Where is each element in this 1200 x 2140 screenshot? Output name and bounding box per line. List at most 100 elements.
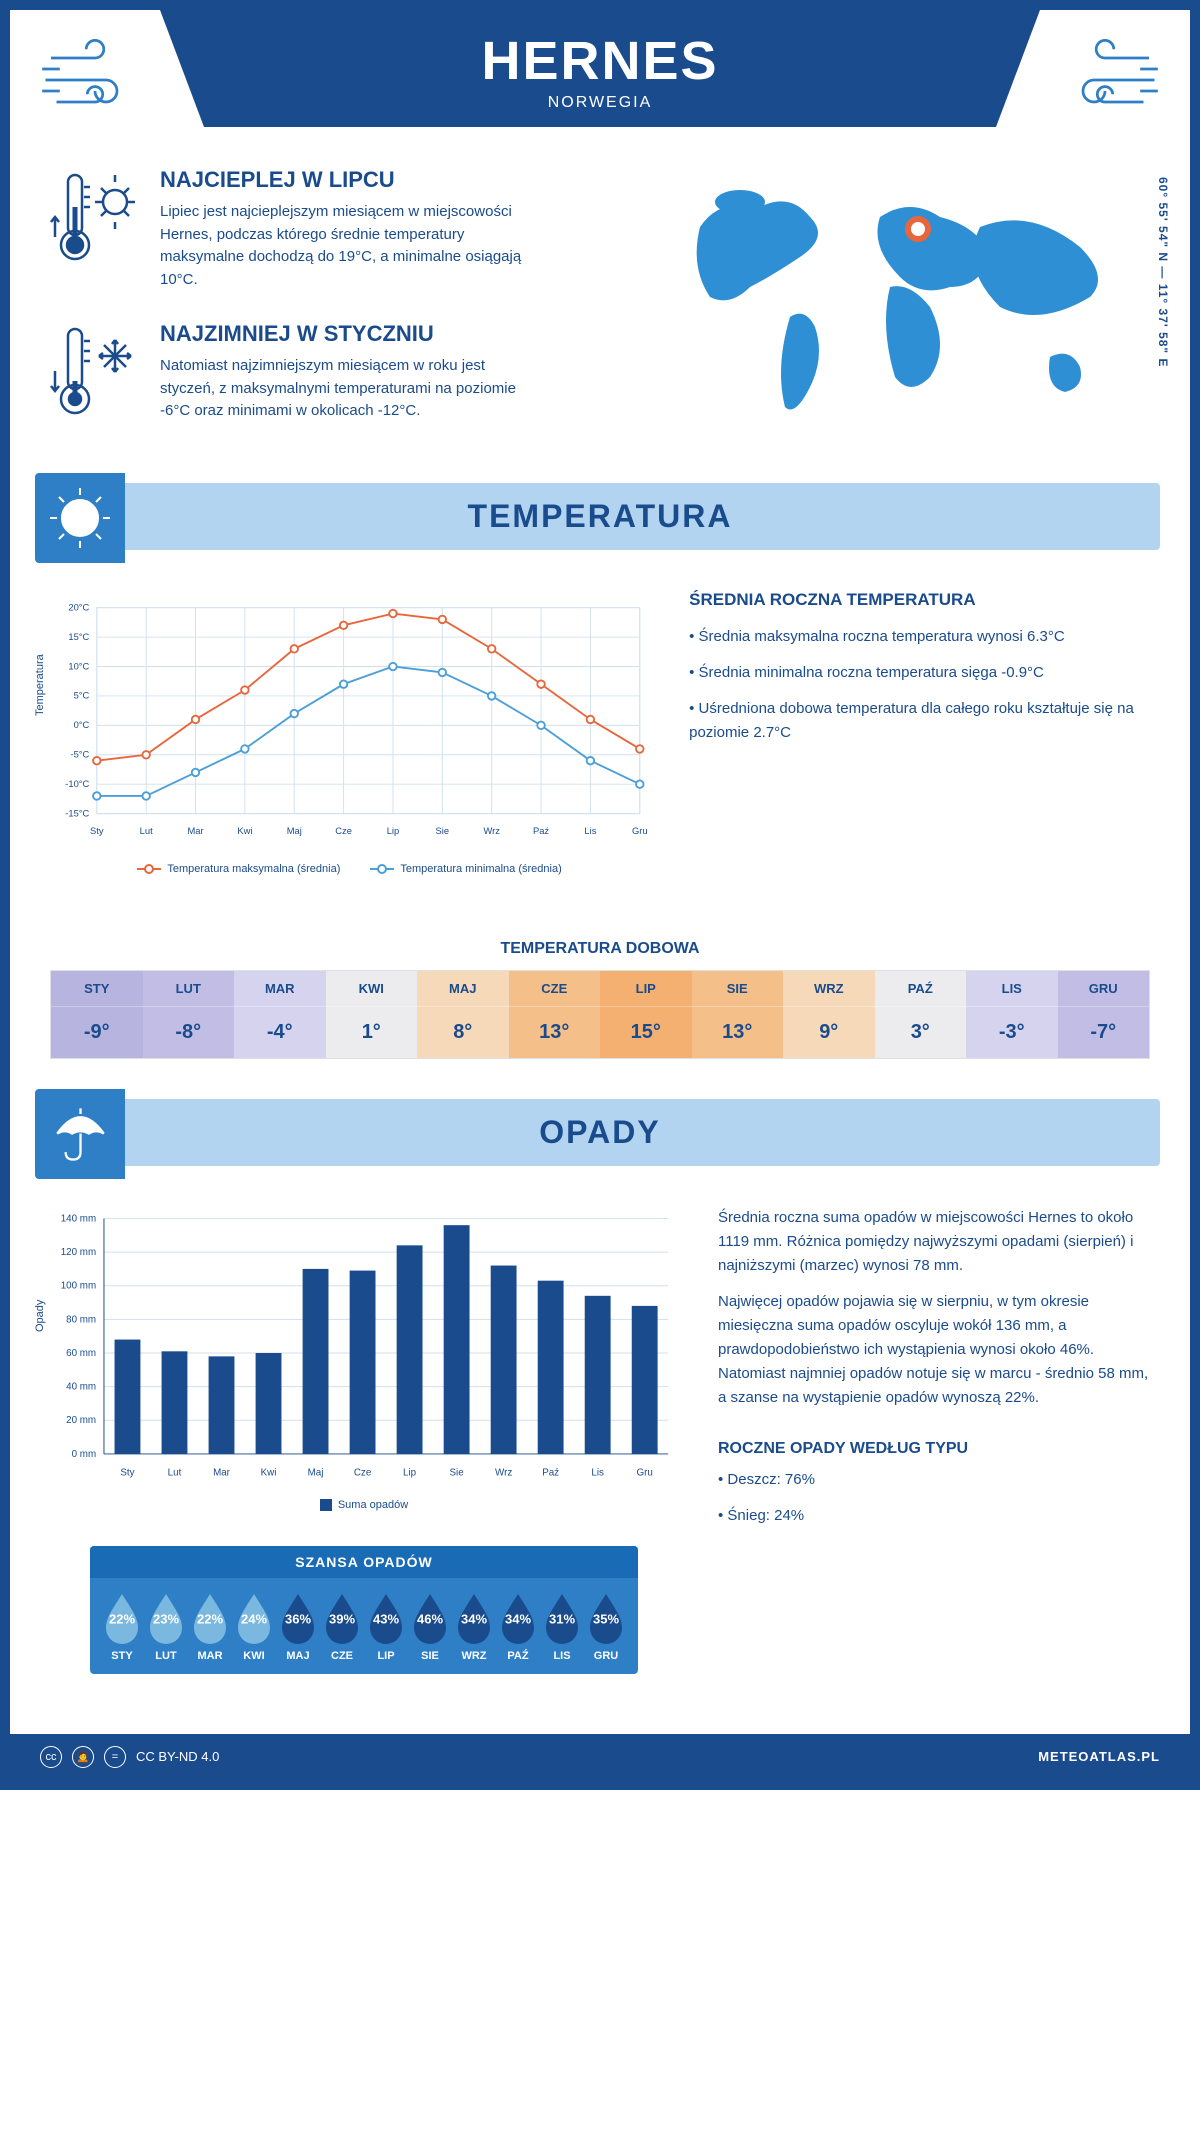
svg-text:Paź: Paź [542, 1467, 559, 1478]
precip-snow: • Śnieg: 24% [718, 1504, 1150, 1528]
daily-temp-title: TEMPERATURA DOBOWA [10, 940, 1190, 958]
temp-cell: WRZ9° [783, 971, 875, 1058]
rain-chance-cell: 31%LIS [540, 1590, 584, 1662]
svg-text:120 mm: 120 mm [61, 1247, 96, 1258]
rain-chance-cell: 34%PAŹ [496, 1590, 540, 1662]
thermometer-hot-icon [50, 167, 140, 267]
svg-text:0 mm: 0 mm [72, 1448, 97, 1459]
rain-chance-cell: 24%KWI [232, 1590, 276, 1662]
svg-text:Cze: Cze [354, 1467, 372, 1478]
svg-text:Sty: Sty [90, 826, 104, 836]
svg-text:20°C: 20°C [68, 602, 89, 612]
temp-cell: GRU-7° [1058, 971, 1150, 1058]
svg-text:-10°C: -10°C [65, 779, 89, 789]
svg-text:60 mm: 60 mm [66, 1347, 96, 1358]
wind-icon-left [40, 35, 150, 125]
svg-text:Wrz: Wrz [483, 826, 500, 836]
precip-type-title: ROCZNE OPADY WEDŁUG TYPU [718, 1440, 1150, 1458]
daily-temp-table: STY-9°LUT-8°MAR-4°KWI1°MAJ8°CZE13°LIP15°… [50, 970, 1150, 1059]
country-label: NORWEGIA [160, 94, 1040, 112]
svg-text:Lut: Lut [168, 1467, 182, 1478]
cc-icon: cc [40, 1746, 62, 1768]
temp-cell: LUT-8° [143, 971, 235, 1058]
temperature-banner: TEMPERATURA [40, 483, 1160, 550]
svg-text:Kwi: Kwi [237, 826, 252, 836]
precipitation-title: OPADY [40, 1114, 1160, 1151]
location-title: HERNES [160, 30, 1040, 92]
precip-y-label: Opady [34, 1299, 46, 1331]
svg-text:Gru: Gru [637, 1467, 653, 1478]
svg-text:20 mm: 20 mm [66, 1415, 96, 1426]
svg-text:Gru: Gru [632, 826, 648, 836]
svg-text:Maj: Maj [308, 1467, 324, 1478]
header-banner: HERNES NORWEGIA [160, 10, 1040, 127]
umbrella-icon [35, 1089, 125, 1179]
coordinates-label: 60° 55' 54" N — 11° 37' 58" E [1156, 177, 1170, 367]
svg-text:Sty: Sty [120, 1467, 134, 1478]
world-map: 60° 55' 54" N — 11° 37' 58" E [650, 167, 1150, 453]
svg-text:Lip: Lip [403, 1467, 417, 1478]
rain-chance-cell: 22%MAR [188, 1590, 232, 1662]
temp-summary-title: ŚREDNIA ROCZNA TEMPERATURA [689, 590, 1150, 610]
nd-icon: = [104, 1746, 126, 1768]
warmest-title: NAJCIEPLEJ W LIPCU [160, 167, 540, 193]
svg-text:Mar: Mar [213, 1467, 231, 1478]
svg-text:Wrz: Wrz [495, 1467, 512, 1478]
svg-text:Maj: Maj [287, 826, 302, 836]
coldest-title: NAJZIMNIEJ W STYCZNIU [160, 321, 540, 347]
svg-text:Lut: Lut [140, 826, 153, 836]
temp-cell: MAR-4° [234, 971, 326, 1058]
svg-text:Mar: Mar [187, 826, 203, 836]
precipitation-banner: OPADY [40, 1099, 1160, 1166]
thermometer-cold-icon [50, 321, 140, 421]
legend-min: Temperatura minimalna (średnia) [370, 863, 561, 875]
svg-text:Lis: Lis [584, 826, 596, 836]
temp-cell: LIP15° [600, 971, 692, 1058]
svg-text:Kwi: Kwi [261, 1467, 277, 1478]
svg-text:Paź: Paź [533, 826, 549, 836]
sun-icon [35, 473, 125, 563]
temp-cell: SIE13° [692, 971, 784, 1058]
by-icon: 🙍 [72, 1746, 94, 1768]
svg-text:40 mm: 40 mm [66, 1381, 96, 1392]
svg-text:Lis: Lis [591, 1467, 604, 1478]
coldest-block: NAJZIMNIEJ W STYCZNIU Natomiast najzimni… [50, 321, 610, 423]
svg-text:Sie: Sie [436, 826, 450, 836]
svg-text:80 mm: 80 mm [66, 1314, 96, 1325]
rain-chance-panel: SZANSA OPADÓW 22%STY23%LUT22%MAR24%KWI36… [90, 1546, 638, 1674]
temp-summary-item: Średnia minimalna roczna temperatura się… [689, 661, 1150, 685]
warmest-block: NAJCIEPLEJ W LIPCU Lipiec jest najcieple… [50, 167, 610, 291]
rain-chance-title: SZANSA OPADÓW [90, 1546, 638, 1578]
precip-p1: Średnia roczna suma opadów w miejscowośc… [718, 1206, 1150, 1278]
legend-precip: Suma opadów [320, 1499, 408, 1511]
coldest-text: Natomiast najzimniejszym miesiącem w rok… [160, 355, 540, 423]
temp-cell: CZE13° [509, 971, 601, 1058]
svg-text:5°C: 5°C [74, 690, 90, 700]
rain-chance-cell: 35%GRU [584, 1590, 628, 1662]
svg-text:0°C: 0°C [74, 720, 90, 730]
svg-text:Sie: Sie [450, 1467, 465, 1478]
temp-summary-list: Średnia maksymalna roczna temperatura wy… [689, 625, 1150, 745]
precip-rain: • Deszcz: 76% [718, 1468, 1150, 1492]
svg-text:-15°C: -15°C [65, 808, 89, 818]
svg-text:Lip: Lip [387, 826, 400, 836]
temp-cell: MAJ8° [417, 971, 509, 1058]
svg-text:Cze: Cze [335, 826, 352, 836]
precipitation-bar-chart: Opady 0 mm20 mm40 mm60 mm80 mm100 mm120 … [50, 1206, 678, 1526]
temp-summary-item: Średnia maksymalna roczna temperatura wy… [689, 625, 1150, 649]
rain-chance-cell: 23%LUT [144, 1590, 188, 1662]
svg-text:-5°C: -5°C [70, 749, 89, 759]
legend-max: Temperatura maksymalna (średnia) [137, 863, 340, 875]
temp-cell: KWI1° [326, 971, 418, 1058]
rain-chance-cell: 34%WRZ [452, 1590, 496, 1662]
temp-y-label: Temperatura [34, 654, 46, 716]
temp-summary-item: Uśredniona dobowa temperatura dla całego… [689, 697, 1150, 745]
license-label: CC BY-ND 4.0 [136, 1749, 219, 1764]
temp-cell: STY-9° [51, 971, 143, 1058]
site-label: METEOATLAS.PL [1038, 1749, 1160, 1764]
wind-icon-right [1050, 35, 1160, 125]
rain-chance-cell: 22%STY [100, 1590, 144, 1662]
footer: cc 🙍 = CC BY-ND 4.0 METEOATLAS.PL [10, 1734, 1190, 1780]
rain-chance-cell: 43%LIP [364, 1590, 408, 1662]
infographic-container: HERNES NORWEGIA [0, 0, 1200, 1790]
